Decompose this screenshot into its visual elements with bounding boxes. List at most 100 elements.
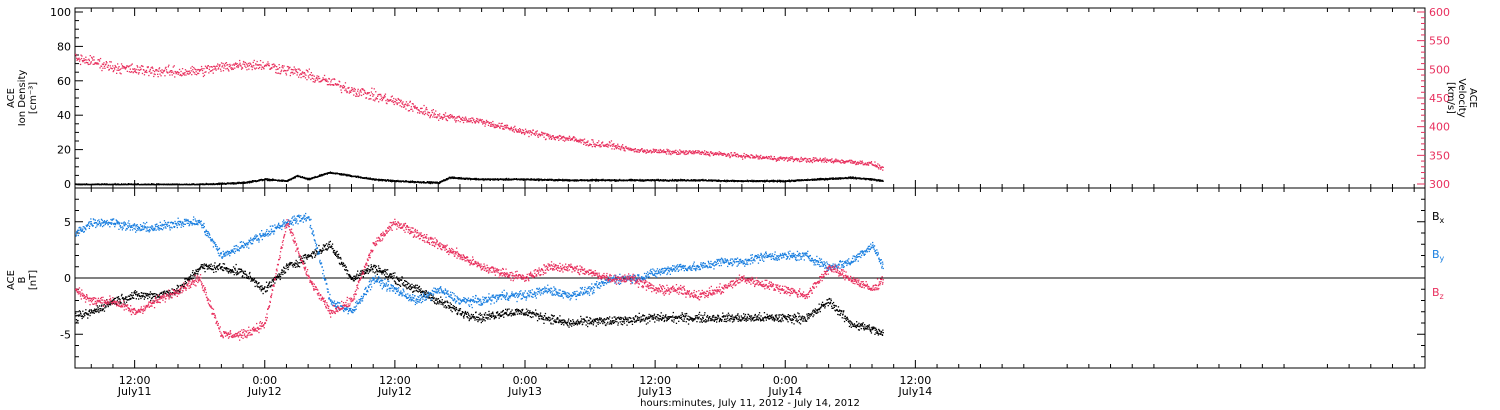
velocity-point xyxy=(616,145,618,147)
velocity-point xyxy=(211,70,213,72)
velocity-point xyxy=(842,160,844,162)
velocity-point xyxy=(284,70,287,72)
velocity-point xyxy=(646,150,649,152)
density-axis-title-line: [cm⁻³] xyxy=(28,82,39,114)
velocity-point xyxy=(607,146,609,148)
density-point xyxy=(680,178,682,180)
density-point xyxy=(555,179,557,181)
velocity-point xyxy=(620,149,622,151)
velocity-point xyxy=(352,90,354,92)
velocity-point xyxy=(419,111,421,113)
velocity-point xyxy=(211,66,213,68)
velocity-point xyxy=(609,142,611,144)
velocity-point xyxy=(851,160,853,162)
velocity-point xyxy=(479,120,481,122)
velocity-point xyxy=(762,156,764,158)
velocity-point xyxy=(529,130,532,132)
velocity-point xyxy=(518,130,520,132)
density-point xyxy=(508,177,510,180)
velocity-point xyxy=(330,79,332,81)
velocity-point xyxy=(328,78,330,80)
bx-point xyxy=(77,319,79,322)
velocity-point xyxy=(520,131,522,133)
density-point xyxy=(876,179,878,181)
velocity-point xyxy=(795,157,797,160)
density-point xyxy=(798,180,800,182)
velocity-point xyxy=(365,97,368,99)
density-point xyxy=(299,176,301,178)
velocity-point xyxy=(691,152,694,155)
velocity-point xyxy=(223,67,225,69)
bx-point xyxy=(128,299,130,301)
bx-point xyxy=(138,295,141,297)
velocity-point xyxy=(600,145,602,148)
velocity-point xyxy=(448,117,450,119)
velocity-point xyxy=(536,133,538,135)
velocity-point xyxy=(298,68,300,70)
bx-point xyxy=(83,313,85,315)
velocity-point xyxy=(299,74,301,76)
bx-point xyxy=(117,296,119,299)
velocity-point xyxy=(745,154,748,156)
velocity-point xyxy=(654,150,656,152)
velocity-point xyxy=(610,144,612,147)
density-point xyxy=(580,179,582,181)
velocity-point xyxy=(835,159,837,161)
velocity-point xyxy=(391,95,393,97)
velocity-point xyxy=(109,61,111,63)
density-point xyxy=(477,178,479,180)
bx-point xyxy=(87,314,89,316)
velocity-point xyxy=(385,99,387,102)
velocity-point xyxy=(623,146,625,149)
velocity-point xyxy=(770,156,773,158)
density-point xyxy=(280,179,282,181)
velocity-point xyxy=(87,63,89,66)
velocity-point xyxy=(173,65,175,67)
velocity-point xyxy=(745,156,747,158)
bx-point xyxy=(111,300,113,302)
density-point xyxy=(340,173,342,175)
velocity-point xyxy=(751,154,753,156)
velocity-point xyxy=(403,104,405,106)
velocity-point xyxy=(222,62,224,65)
density-point xyxy=(879,180,881,182)
velocity-point xyxy=(446,115,448,117)
density-point xyxy=(870,178,872,180)
plasma-panel-frame xyxy=(74,7,1426,189)
velocity-point xyxy=(621,146,623,148)
velocity-point xyxy=(263,65,266,67)
density-point xyxy=(567,180,569,182)
velocity-point xyxy=(380,97,383,99)
velocity-point xyxy=(118,66,120,68)
velocity-point xyxy=(636,149,638,151)
velocity-point xyxy=(235,62,237,64)
density-point xyxy=(326,173,328,175)
density-point xyxy=(817,178,819,180)
velocity-point xyxy=(280,69,283,71)
velocity-point xyxy=(685,153,688,155)
velocity-point xyxy=(658,150,660,152)
velocity-point xyxy=(698,150,700,153)
velocity-point xyxy=(866,162,869,164)
density-point xyxy=(523,178,526,180)
velocity-point xyxy=(734,152,736,154)
density-point xyxy=(837,178,839,180)
velocity-point xyxy=(210,70,212,72)
velocity-point xyxy=(215,69,217,71)
velocity-point xyxy=(229,65,231,67)
velocity-point xyxy=(696,152,698,154)
density-point xyxy=(537,179,539,181)
velocity-point xyxy=(218,67,220,69)
velocity-point xyxy=(228,70,230,72)
density-point xyxy=(882,179,884,181)
velocity-point xyxy=(564,139,567,141)
velocity-point xyxy=(543,136,545,138)
velocity-point xyxy=(503,124,506,127)
density-point xyxy=(777,179,779,181)
velocity-point xyxy=(527,130,530,132)
bx-point xyxy=(119,301,122,303)
velocity-point xyxy=(200,65,203,68)
density-point xyxy=(882,180,884,182)
velocity-point xyxy=(188,73,190,75)
velocity-point xyxy=(379,98,381,101)
